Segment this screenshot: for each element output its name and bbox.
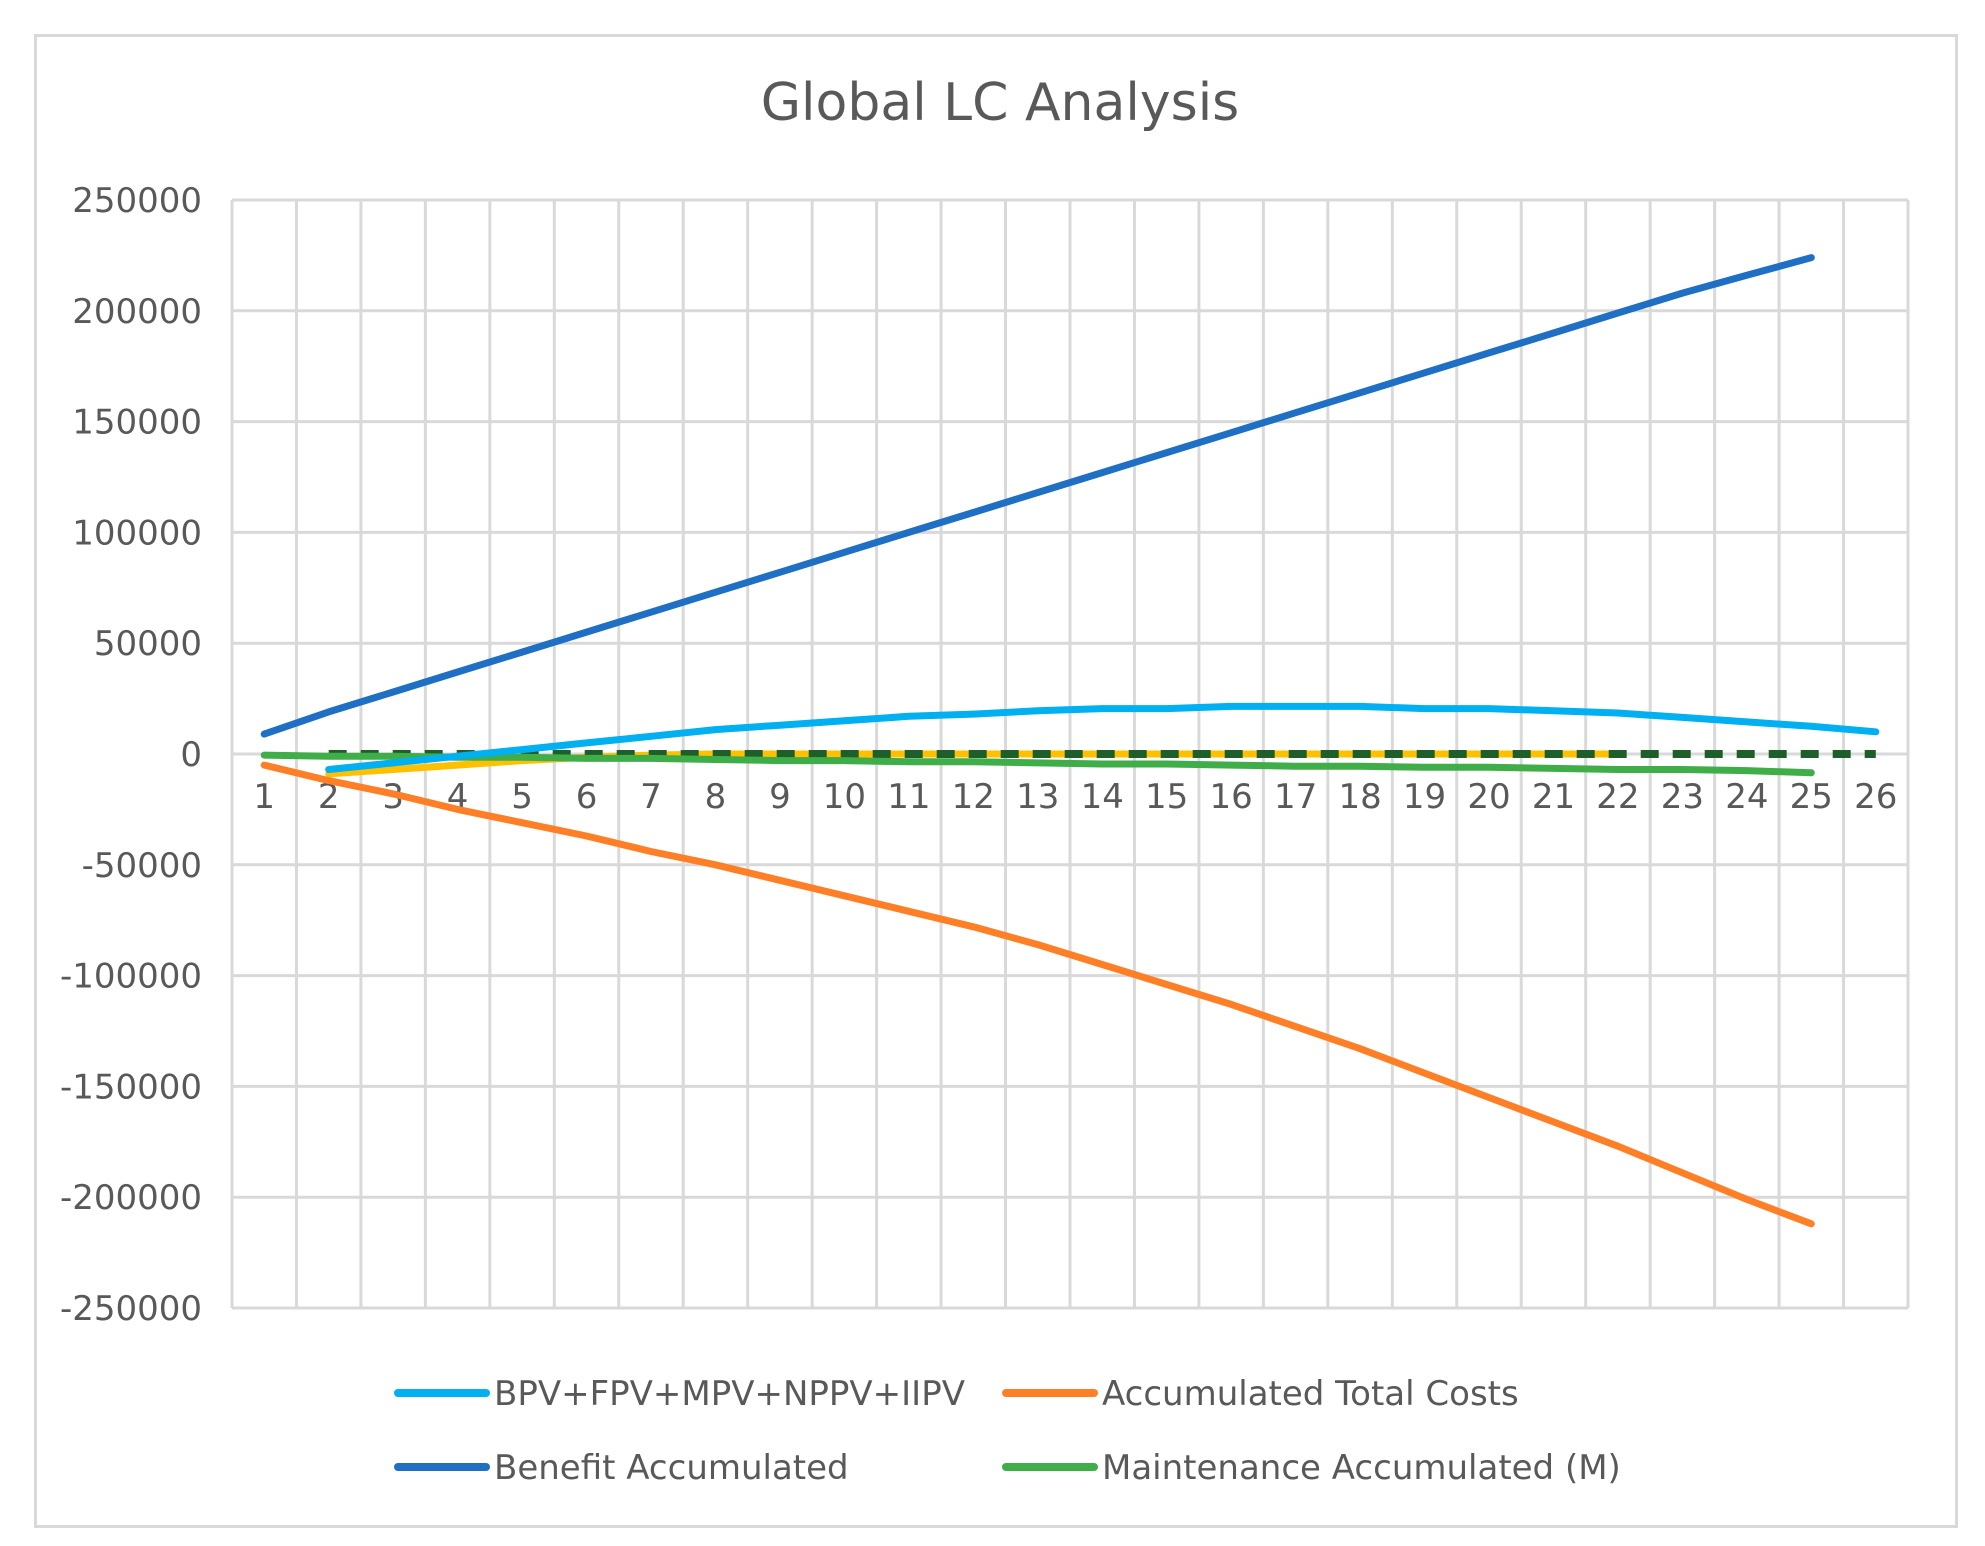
y-tick-label: 50000 <box>94 624 202 664</box>
series-group <box>260 254 1880 1228</box>
x-tick-label: 23 <box>1661 777 1704 817</box>
x-tick-label: 19 <box>1403 777 1446 817</box>
x-tick-label: 12 <box>952 777 995 817</box>
legend-label: Maintenance Accumulated (M) <box>1102 1448 1621 1488</box>
y-tick-label: 0 <box>180 735 202 775</box>
x-tick-label: 21 <box>1532 777 1575 817</box>
y-axis: 250000 200000 150000 100000 50000 0 -50000 -100… <box>60 181 202 1329</box>
x-tick-label: 22 <box>1596 777 1639 817</box>
y-tick-label: -150000 <box>60 1067 202 1107</box>
x-tick-label: 10 <box>823 777 866 817</box>
legend-label: Accumulated Total Costs <box>1102 1374 1519 1414</box>
x-tick-label: 8 <box>705 777 727 817</box>
y-tick-label: -250000 <box>60 1289 202 1329</box>
x-tick-label: 20 <box>1467 777 1510 817</box>
chart-title: Global LC Analysis <box>761 73 1239 133</box>
chart-frame <box>34 34 1958 1528</box>
x-tick-label: 5 <box>511 777 533 817</box>
y-tick-label: -100000 <box>60 957 202 997</box>
series-3 <box>260 751 1815 777</box>
x-tick-label: 17 <box>1274 777 1317 817</box>
x-tick-label: 1 <box>253 777 275 817</box>
legend-label: BPV+FPV+MPV+NPPV+IIPV <box>494 1374 965 1414</box>
series-line <box>260 254 1815 738</box>
series-line <box>260 761 1815 1228</box>
x-tick-label: 9 <box>769 777 791 817</box>
series-line <box>260 751 1815 777</box>
y-tick-label: -50000 <box>82 846 202 886</box>
x-tick-label: 11 <box>887 777 930 817</box>
series-1 <box>260 761 1815 1228</box>
x-tick-label: 13 <box>1016 777 1059 817</box>
x-tick-label: 25 <box>1790 777 1833 817</box>
x-tick-label: 24 <box>1725 777 1768 817</box>
y-tick-label: 150000 <box>72 403 202 443</box>
x-axis: 1 2 3 4 5 6 7 8 9 10 11 12 13 14 15 16 17 18 19 20 21 22 23 24 2… <box>253 777 1897 817</box>
x-tick-label: 15 <box>1145 777 1188 817</box>
x-tick-label: 14 <box>1081 777 1124 817</box>
legend-label: Benefit Accumulated <box>494 1448 849 1488</box>
y-tick-label: -200000 <box>60 1178 202 1218</box>
x-tick-label: 7 <box>640 777 662 817</box>
legend: BPV+FPV+MPV+NPPV+IIPV Accumulated Total C… <box>394 1374 1621 1488</box>
series-0 <box>325 702 1880 773</box>
y-tick-label: 100000 <box>72 513 202 553</box>
x-tick-label: 18 <box>1338 777 1381 817</box>
y-tick-label: 250000 <box>72 181 202 221</box>
x-tick-label: 26 <box>1854 777 1897 817</box>
series-line <box>325 702 1880 773</box>
series-2 <box>260 254 1815 738</box>
x-tick-label: 6 <box>576 777 598 817</box>
x-tick-label: 2 <box>318 777 340 817</box>
y-tick-label: 200000 <box>72 292 202 332</box>
x-tick-label: 16 <box>1210 777 1253 817</box>
